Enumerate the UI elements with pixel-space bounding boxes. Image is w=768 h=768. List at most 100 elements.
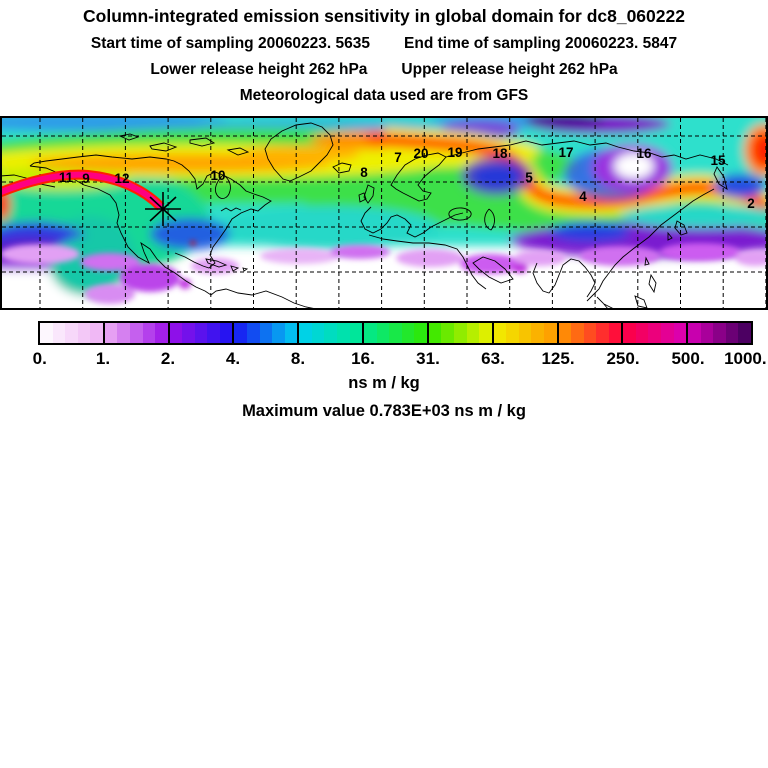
colorbar-cell: [284, 323, 298, 343]
colorbar-cell: [324, 323, 337, 343]
colorbar-cell: [259, 323, 273, 343]
sensitivity-map: 11 9 12 10 8 7 20 19 18 17 16 15 5 4 2: [0, 116, 768, 310]
colorbar-cell: [571, 323, 584, 343]
colorbar-cell: [219, 323, 233, 343]
map-gridlines: [2, 118, 767, 308]
colorbar-cell: [479, 323, 492, 343]
colorbar-tick: 8.: [290, 349, 306, 368]
colorbar-cell: [389, 323, 402, 343]
colorbar-cell: [142, 323, 156, 343]
colorbar-cell: [311, 323, 325, 343]
upper-release-label: Upper release height 262 hPa: [401, 61, 618, 78]
receptor-asterisk-icon: [145, 192, 181, 226]
colorbar-cell: [376, 323, 390, 343]
colorbar-cell: [167, 323, 183, 343]
colorbar-tick: 2.: [160, 349, 176, 368]
colorbar-cell: [77, 323, 91, 343]
svg-text:19: 19: [447, 145, 462, 160]
colorbar-cell: [531, 323, 544, 343]
colorbar-tick: 31.: [416, 349, 440, 368]
colorbar-cell: [414, 323, 427, 343]
colorbar-cell: [297, 323, 312, 343]
colorbar-cell: [247, 323, 260, 343]
colorbar-cell: [336, 323, 350, 343]
sensitivity-field: [0, 116, 768, 310]
colorbar-cell: [454, 323, 467, 343]
colorbar-cell: [52, 323, 66, 343]
colorbar-cell: [673, 323, 687, 343]
colorbar-tick: 500.: [671, 349, 705, 368]
colorbar-tick: 250.: [606, 349, 640, 368]
colorbar-cell: [491, 323, 507, 343]
colorbar-cell: [426, 323, 442, 343]
colorbar-cell: [608, 323, 622, 343]
colorbar-cell: [182, 323, 195, 343]
release-heights-line: Lower release height 262 hPa Upper releas…: [0, 61, 768, 79]
plot-title: Column-integrated emission sensitivity i…: [83, 6, 685, 26]
coastlines: [0, 122, 729, 310]
colorbar-cell: [349, 323, 363, 343]
colorbar-tick: 4.: [225, 349, 241, 368]
colorbar-cell: [738, 323, 751, 343]
sampling-times-line: Start time of sampling 20060223. 5635 End…: [0, 35, 768, 53]
colorbar-tick: 63.: [481, 349, 505, 368]
colorbar-cell: [713, 323, 726, 343]
svg-text:18: 18: [492, 146, 508, 161]
colorbar-cell: [90, 323, 103, 343]
svg-text:10: 10: [210, 168, 225, 183]
colorbar-tick: 0.: [32, 349, 47, 368]
southern-violet-fringe: [0, 241, 768, 304]
colorbar-cell: [543, 323, 557, 343]
colorbar-cell: [686, 323, 701, 343]
colorbar-cell: [40, 323, 53, 343]
flight-track: [0, 169, 165, 211]
colorbar-cell: [362, 323, 377, 343]
colorbar-cell: [583, 323, 597, 343]
colorbar-cell: [518, 323, 532, 343]
colorbar-cell: [194, 323, 208, 343]
svg-text:7: 7: [394, 150, 402, 165]
colorbar-cell: [65, 323, 78, 343]
svg-text:16: 16: [636, 146, 652, 161]
colorbar-tick: 1000.: [724, 349, 767, 368]
colorbar-cell: [102, 323, 118, 343]
colorbar-cell: [207, 323, 220, 343]
svg-text:4: 4: [579, 189, 587, 204]
svg-text:17: 17: [558, 145, 573, 160]
svg-text:15: 15: [710, 153, 726, 168]
colorbar-cell: [700, 323, 714, 343]
svg-text:9: 9: [82, 171, 90, 186]
lower-release-label: Lower release height 262 hPa: [150, 61, 368, 78]
map-border: [0, 116, 768, 310]
colorbar-cell: [401, 323, 415, 343]
colorbar-cell: [155, 323, 168, 343]
met-data-line: Meteorological data used are from GFS: [239, 87, 529, 104]
colorbar: [38, 321, 753, 345]
units-label: ns m / kg: [348, 374, 420, 392]
svg-text:5: 5: [525, 170, 533, 185]
colorbar-tick: 125.: [541, 349, 575, 368]
svg-text:12: 12: [114, 171, 129, 186]
plot-header: Column-integrated emission sensitivity i…: [0, 6, 768, 105]
colorbar-cell: [648, 323, 661, 343]
svg-text:8: 8: [360, 165, 368, 180]
svg-text:2: 2: [747, 196, 755, 211]
colorbar-tick: 16.: [351, 349, 375, 368]
colorbar-cell: [661, 323, 674, 343]
start-time-label: Start time of sampling 20060223. 5635: [90, 35, 371, 52]
colorbar-cell: [232, 323, 247, 343]
colorbar-tick: 1.: [95, 349, 111, 368]
colorbar-cell: [556, 323, 572, 343]
max-value-label: Maximum value 0.783E+03 ns m / kg: [242, 402, 526, 420]
colorbar-cell: [272, 323, 285, 343]
colorbar-cell: [441, 323, 454, 343]
end-time-label: End time of sampling 20060223. 5847: [404, 35, 678, 52]
colorbar-cell: [117, 323, 130, 343]
colorbar-cell: [129, 323, 143, 343]
colorbar-cell: [621, 323, 636, 343]
colorbar-cell: [506, 323, 519, 343]
colorbar-cell: [725, 323, 739, 343]
map-canvas: 11 9 12 10 8 7 20 19 18 17 16 15 5 4 2: [0, 116, 768, 310]
svg-text:20: 20: [413, 146, 428, 161]
